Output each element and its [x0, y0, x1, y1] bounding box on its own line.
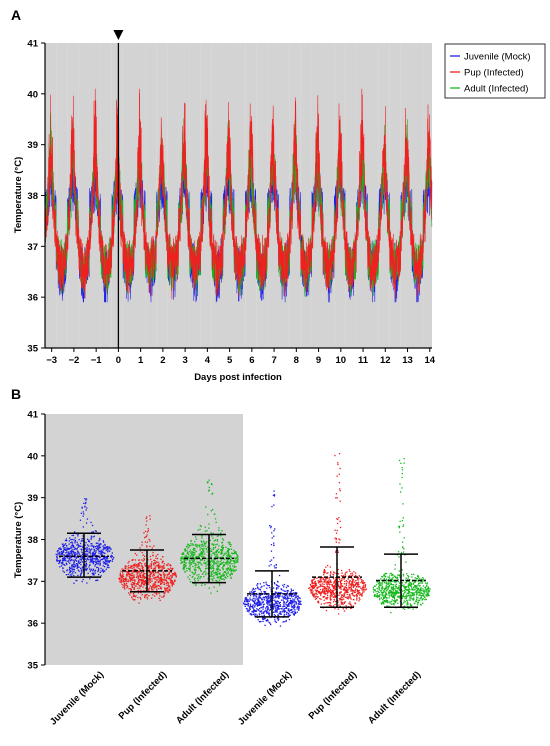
x-tick-label: 7 — [271, 355, 276, 366]
dark-phase-band — [289, 43, 301, 348]
dark-phase-band — [234, 43, 246, 348]
series-line-pup_infected — [44, 88, 433, 300]
panel-a-y-axis-title: Temperature (°C) — [13, 157, 24, 233]
dark-phase-band — [278, 43, 290, 348]
dark-phase-band — [56, 43, 68, 348]
dark-phase-band — [122, 43, 134, 348]
dark-phase-band — [100, 43, 112, 348]
legend-box — [444, 43, 546, 99]
group-points-2 — [180, 479, 239, 594]
legend-label-juvenile_mock: Juvenile (Mock) — [464, 52, 531, 63]
y-tick-label: 36 — [27, 293, 38, 304]
category-label: Juvenile (Mock) — [48, 669, 106, 727]
x-tick-label: 9 — [316, 355, 321, 366]
mean-sd-3 — [247, 570, 297, 618]
dark-phase-band — [256, 43, 268, 348]
panel-a-letter: A — [11, 7, 21, 23]
dark-phase-band — [45, 43, 57, 348]
dark-phase-band — [167, 43, 179, 348]
x-tick-label: −2 — [68, 355, 79, 366]
panel-b-letter: B — [11, 386, 21, 402]
category-label: Adult (Infected) — [174, 669, 231, 726]
mean-sd-0 — [59, 532, 109, 578]
y-tick-label: 40 — [27, 451, 38, 462]
group-points-5 — [372, 458, 431, 614]
x-tick-label: 5 — [227, 355, 233, 366]
x-tick-label: 11 — [358, 355, 369, 366]
dark-phase-bands — [45, 43, 432, 348]
dark-phase-band — [189, 43, 201, 348]
dark-phase-band — [323, 43, 335, 348]
panel-b-y-axis-title: Temperature (°C) — [13, 502, 24, 578]
x-tick-label: −1 — [91, 355, 103, 366]
mean-sd-4 — [312, 546, 362, 609]
x-tick-label: 8 — [294, 355, 299, 366]
legend-label-pup_infected: Pup (Infected) — [464, 68, 524, 79]
y-tick-label: 39 — [27, 140, 38, 151]
x-tick-label: 3 — [182, 355, 187, 366]
x-tick-label: −3 — [46, 355, 57, 366]
y-tick-label: 36 — [27, 619, 38, 630]
dark-phase-band — [178, 43, 190, 348]
dark-phase-band — [411, 43, 424, 348]
y-tick-label: 39 — [27, 493, 38, 504]
temperature-traces — [44, 88, 433, 303]
category-label: Pup (Infected) — [117, 669, 170, 722]
category-label: Adult (Infected) — [366, 669, 423, 726]
x-tick-label: 10 — [336, 355, 347, 366]
y-tick-label: 38 — [27, 535, 38, 546]
dark-phase-band — [367, 43, 379, 348]
y-tick-label: 35 — [27, 344, 38, 355]
x-tick-label: 14 — [424, 355, 435, 366]
dark-phase-band — [345, 43, 357, 348]
dark-phase-band — [211, 43, 223, 348]
panel-a-x-axis-title: Days post infection — [194, 372, 282, 383]
legend-label-adult_infected: Adult (Infected) — [464, 84, 528, 95]
y-tick-label: 35 — [27, 661, 38, 672]
shaded-region — [45, 414, 243, 665]
y-tick-label: 41 — [27, 39, 38, 50]
y-tick-label: 38 — [27, 191, 38, 202]
mean-sd-5 — [376, 553, 426, 609]
legend: Juvenile (Mock) Pup (Infected) Adult (Infe… — [444, 43, 546, 99]
y-tick-label: 40 — [27, 89, 38, 100]
x-tick-label: 1 — [138, 355, 144, 366]
y-tick-label: 37 — [27, 577, 38, 588]
dark-phase-band — [389, 43, 401, 348]
y-tick-label: 41 — [27, 410, 38, 421]
x-tick-label: 12 — [380, 355, 391, 366]
mean-sd-bars — [59, 532, 426, 618]
dark-phase-band — [300, 43, 312, 348]
shaded-background — [45, 414, 243, 665]
x-tick-label: 13 — [402, 355, 413, 366]
dark-phase-band — [334, 43, 346, 348]
x-tick-label: 6 — [249, 355, 254, 366]
x-tick-label: 2 — [160, 355, 165, 366]
dark-phase-band — [145, 43, 157, 348]
x-tick-label: 0 — [116, 355, 121, 366]
group-points-3 — [243, 490, 302, 627]
mean-sd-1 — [122, 549, 172, 593]
mean-sd-2 — [184, 533, 234, 584]
category-label: Juvenile (Mock) — [236, 669, 294, 727]
category-label: Pup (Infected) — [307, 669, 360, 722]
group-points-1 — [118, 515, 177, 604]
infection-arrow-icon — [113, 30, 124, 40]
x-tick-label: 4 — [205, 355, 211, 366]
dark-phase-band — [78, 43, 90, 348]
y-tick-label: 37 — [27, 242, 38, 253]
